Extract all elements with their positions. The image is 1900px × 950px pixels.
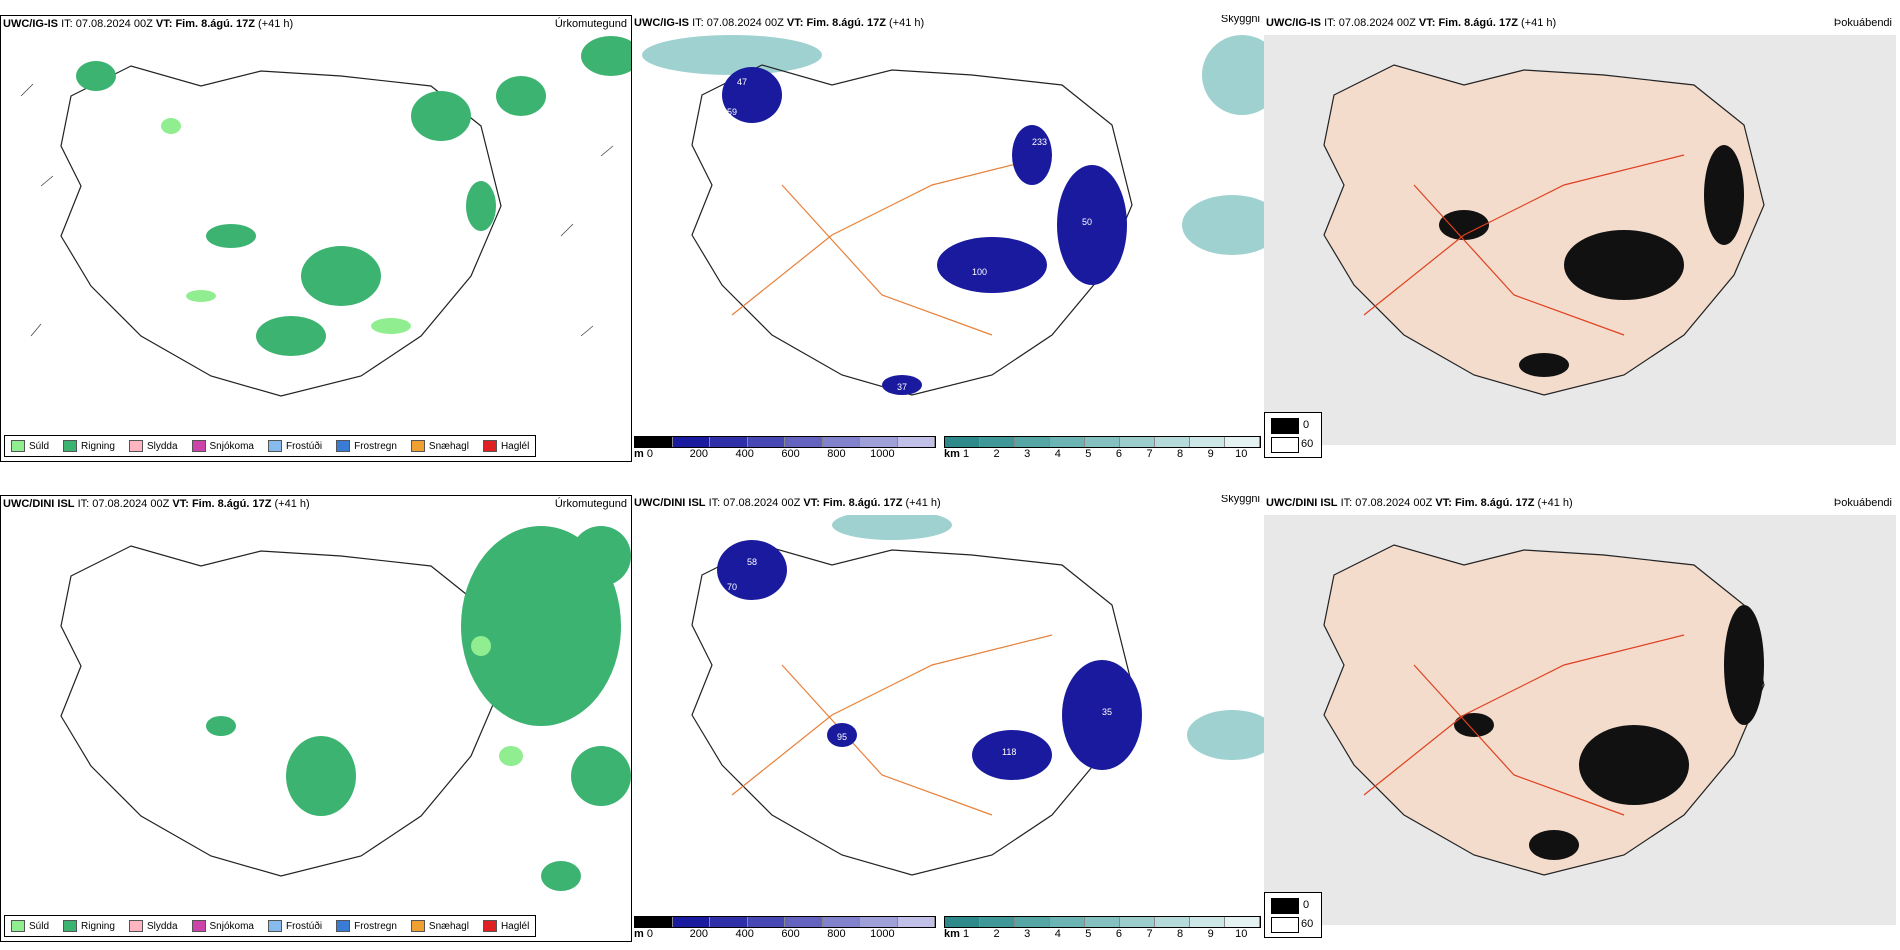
legend-swatch bbox=[267, 440, 282, 452]
km-ticks: km 1 2 3 4 5 6 7 8 9 10 bbox=[944, 928, 1248, 940]
height-ticks: m 0 200 400 600 800 1000 bbox=[634, 928, 895, 940]
fog-map bbox=[1264, 35, 1896, 445]
panel-header: UWC/DINI ISL IT: 07.08.2024 00Z VT: Fim.… bbox=[3, 498, 310, 510]
legend-item: Frostregn bbox=[336, 920, 397, 932]
cloud-label: 50 bbox=[1082, 217, 1092, 227]
legend-swatch bbox=[63, 440, 78, 452]
fog-map bbox=[1264, 515, 1896, 925]
legend-swatch bbox=[191, 920, 206, 932]
panel-header: UWC/DINI ISL IT: 07.08.2024 00Z VT: Fim.… bbox=[1266, 497, 1573, 509]
legend-item: Súld bbox=[11, 440, 49, 452]
legend-swatch bbox=[482, 440, 497, 452]
fog-swatch-white bbox=[1271, 917, 1299, 933]
fog-panel-bottom: UWC/DINI ISL IT: 07.08.2024 00Z VT: Fim.… bbox=[1264, 495, 1896, 942]
legend-swatch bbox=[11, 920, 25, 932]
cloud-labels: 58 70 95 118 35 38 bbox=[727, 557, 1112, 867]
cloud-label: 233 bbox=[1032, 137, 1047, 147]
km-colorbar bbox=[944, 436, 1261, 448]
cloud-label: 59 bbox=[727, 107, 737, 117]
legend-item: Snjókoma bbox=[191, 440, 254, 452]
colorbar-row: m 0 200 400 600 800 1000 km 1 2 3 4 5 6 … bbox=[632, 432, 1264, 462]
cloud-label: 58 bbox=[747, 557, 757, 567]
legend-item: Haglél bbox=[482, 440, 529, 452]
fog-label-black: 0 bbox=[1303, 419, 1310, 431]
cloud-label: 100 bbox=[972, 267, 987, 277]
fog-swatch-black bbox=[1271, 418, 1299, 434]
precip-legend: Súld Rigning Slydda Snjókoma Frostúði Fr… bbox=[4, 435, 537, 457]
legend-swatch bbox=[191, 440, 206, 452]
cloud-labels: 47 59 233 50 100 37 bbox=[727, 77, 1092, 392]
fog-label-black: 0 bbox=[1303, 899, 1310, 911]
param-title: Skyggni bbox=[1220, 15, 1260, 25]
legend-swatch bbox=[482, 920, 497, 932]
legend-item: Slydda bbox=[128, 440, 178, 452]
legend-item: Snæhagl bbox=[410, 920, 469, 932]
legend-item: Snæhagl bbox=[410, 440, 469, 452]
precip-panel-bottom: UWC/DINI ISL IT: 07.08.2024 00Z VT: Fim.… bbox=[0, 495, 632, 942]
legend-swatch bbox=[11, 440, 25, 452]
legend-swatch bbox=[267, 920, 282, 932]
param-title: Þokuábendi bbox=[1833, 17, 1892, 29]
height-ticks: m 0 200 400 600 800 1000 bbox=[634, 448, 895, 460]
precip-legend: Súld Rigning Slydda Snjókoma Frostúði Fr… bbox=[4, 915, 537, 937]
legend-item: Frostregn bbox=[336, 440, 397, 452]
height-colorbar bbox=[634, 436, 936, 448]
legend-item: Snjókoma bbox=[191, 920, 254, 932]
km-colorbar bbox=[944, 916, 1261, 928]
cloud-panel-top: UWC/IG-IS IT: 07.08.2024 00Z VT: Fim. 8.… bbox=[632, 15, 1264, 462]
fog-label-white: 60 bbox=[1301, 918, 1314, 930]
km-ticks: km 1 2 3 4 5 6 7 8 9 10 bbox=[944, 448, 1248, 460]
cloud-panel-bottom: UWC/DINI ISL IT: 07.08.2024 00Z VT: Fim.… bbox=[632, 495, 1264, 942]
panel-header: UWC/IG-IS IT: 07.08.2024 00Z VT: Fim. 8.… bbox=[1266, 17, 1557, 29]
height-colorbar bbox=[634, 916, 936, 928]
panel-header: UWC/DINI ISL IT: 07.08.2024 00Z VT: Fim.… bbox=[634, 497, 941, 509]
cloud-label: 38 bbox=[912, 857, 922, 867]
fog-swatch-white bbox=[1271, 437, 1299, 453]
fog-label-white: 60 bbox=[1301, 438, 1314, 450]
legend-swatch bbox=[410, 920, 425, 932]
legend-swatch bbox=[63, 920, 78, 932]
cloud-label: 37 bbox=[897, 382, 907, 392]
legend-item: Rigning bbox=[63, 440, 115, 452]
param-title: Úrkomutegund bbox=[554, 498, 627, 510]
colorbar-row: m 0 200 400 600 800 1000 km 1 2 3 4 5 6 … bbox=[632, 912, 1264, 942]
param-title: Skyggni bbox=[1220, 495, 1260, 505]
precip-panel-top: UWC/IG-IS IT: 07.08.2024 00Z VT: Fim. 8.… bbox=[0, 15, 632, 462]
cloud-label: 118 bbox=[1002, 747, 1016, 757]
legend-item: Frostúði bbox=[267, 920, 322, 932]
cloud-label: 47 bbox=[737, 77, 747, 87]
legend-swatch bbox=[336, 440, 351, 452]
panel-header: UWC/IG-IS IT: 07.08.2024 00Z VT: Fim. 8.… bbox=[3, 18, 294, 30]
fog-legend: 0 60 bbox=[1264, 892, 1322, 938]
legend-swatch bbox=[128, 920, 143, 932]
cloud-label: 35 bbox=[1102, 707, 1112, 717]
legend-item: Haglél bbox=[482, 920, 529, 932]
cloud-label: 70 bbox=[727, 582, 737, 592]
precip-map bbox=[20, 36, 631, 397]
panel-header: UWC/IG-IS IT: 07.08.2024 00Z VT: Fim. 8.… bbox=[634, 17, 925, 29]
param-title: Þokuábendi bbox=[1833, 497, 1892, 509]
cloud-label: 95 bbox=[837, 732, 847, 742]
legend-item: Súld bbox=[11, 920, 49, 932]
legend-swatch bbox=[128, 440, 143, 452]
fog-swatch-black bbox=[1271, 898, 1299, 914]
legend-item: Rigning bbox=[63, 920, 115, 932]
param-title: Úrkomutegund bbox=[554, 18, 627, 30]
fog-panel-top: UWC/IG-IS IT: 07.08.2024 00Z VT: Fim. 8.… bbox=[1264, 15, 1896, 462]
fog-legend: 0 60 bbox=[1264, 412, 1322, 458]
legend-item: Frostúði bbox=[267, 440, 322, 452]
cloud-map: 58 70 95 118 35 38 bbox=[691, 515, 1264, 876]
legend-swatch bbox=[336, 920, 351, 932]
cloud-map: 47 59 233 50 100 37 bbox=[642, 35, 1264, 396]
legend-swatch bbox=[410, 440, 425, 452]
precip-map bbox=[60, 526, 631, 891]
legend-item: Slydda bbox=[128, 920, 178, 932]
